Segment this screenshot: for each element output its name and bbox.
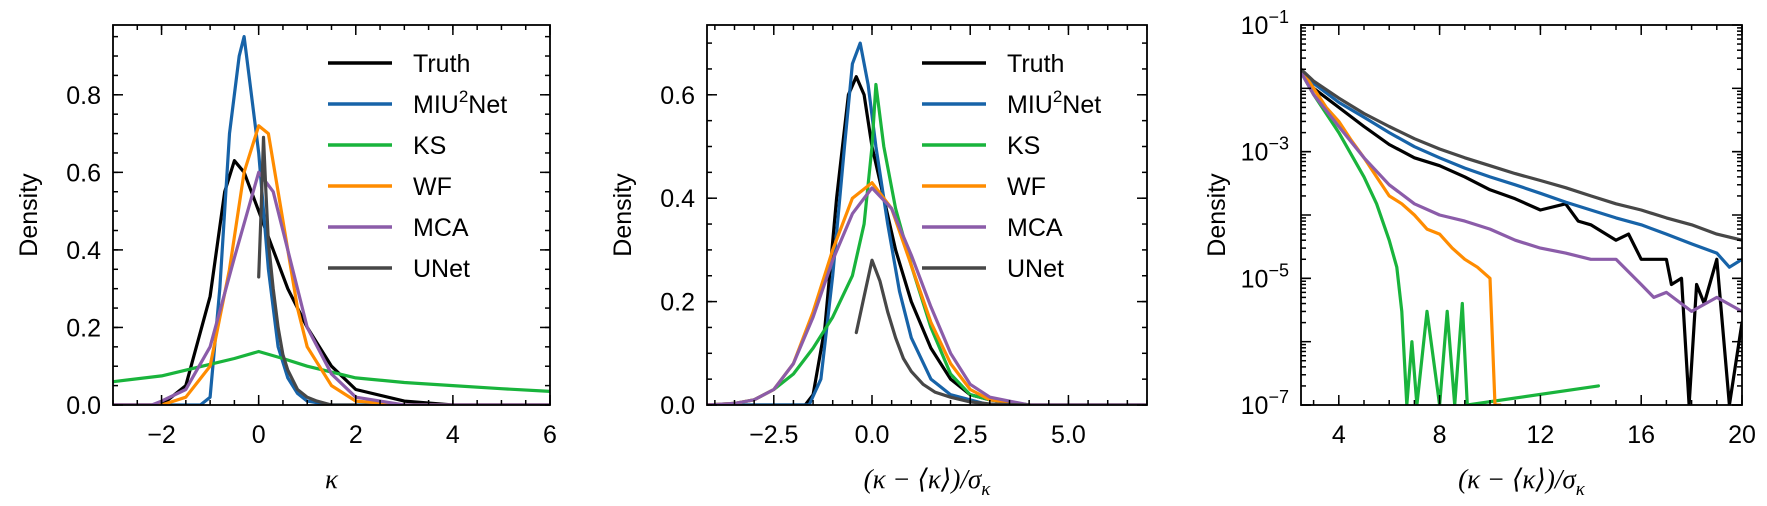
plot-frame bbox=[1300, 24, 1743, 406]
plot-frame bbox=[112, 24, 551, 406]
legend-label-miu2net: MIU2Net bbox=[413, 87, 507, 119]
x-tick-label: 4 bbox=[446, 421, 460, 449]
y-tick-label: 0.2 bbox=[66, 314, 101, 342]
series-line-mca bbox=[113, 170, 550, 405]
legend-label-mca: MCA bbox=[413, 214, 469, 242]
legend-label-miu2net: MIU2Net bbox=[1007, 87, 1101, 119]
x-tick-label: 0.0 bbox=[855, 421, 890, 449]
legend-label-truth: Truth bbox=[1007, 50, 1064, 78]
legend-label-wf: WF bbox=[1007, 173, 1046, 201]
series-line-mca bbox=[707, 186, 1147, 405]
legend-label-ks: KS bbox=[413, 132, 446, 160]
y-tick-label: 10−1 bbox=[1241, 7, 1289, 40]
series-line-wf bbox=[1301, 67, 1502, 405]
x-tick-label: 0 bbox=[252, 421, 266, 449]
series-line-miu2net bbox=[1301, 67, 1742, 269]
plot-frame bbox=[706, 24, 1148, 406]
legend-label-unet: UNet bbox=[413, 255, 470, 283]
series-line-unet bbox=[257, 135, 358, 405]
legend-label-ks: KS bbox=[1007, 132, 1040, 160]
series-line-ks bbox=[113, 349, 550, 393]
legend: Truth MIU2Net KS WF MCA UNet bbox=[922, 50, 1101, 283]
x-tick-label: 16 bbox=[1627, 421, 1655, 449]
series-line-ks bbox=[707, 82, 1147, 405]
y-tick-label: 10−7 bbox=[1241, 387, 1289, 420]
panel-kappa-density: −2 0 2 4 6 0.0 0.2 0.4 0.6 0.8 Density κ Truth MIU2Ne… bbox=[15, 24, 557, 494]
y-tick-label: 10−3 bbox=[1241, 134, 1289, 167]
series-group bbox=[1301, 67, 1742, 405]
x-tick-label: −2 bbox=[147, 421, 176, 449]
x-tick-label: 2 bbox=[349, 421, 363, 449]
series-line-ks bbox=[1301, 70, 1600, 405]
y-tick-label: 0.0 bbox=[660, 392, 695, 420]
series-group bbox=[707, 41, 1147, 405]
series-line-unet bbox=[854, 258, 1031, 405]
series-line-truth bbox=[113, 159, 550, 405]
series-line-mca bbox=[1301, 70, 1742, 313]
series-line-truth bbox=[707, 75, 1147, 405]
y-tick-label: 0.4 bbox=[66, 237, 101, 265]
x-tick-label: 2.5 bbox=[953, 421, 988, 449]
y-tick-label: 0.4 bbox=[660, 185, 695, 213]
y-tick-label: 0.6 bbox=[660, 82, 695, 110]
x-axis-title: (κ − ⟨κ⟩)/σκ bbox=[1458, 464, 1586, 500]
y-tick-label: 0.0 bbox=[66, 392, 101, 420]
x-tick-label: 5.0 bbox=[1051, 421, 1086, 449]
y-tick-label: 0.2 bbox=[660, 289, 695, 317]
legend-label-mca: MCA bbox=[1007, 214, 1063, 242]
x-tick-label: 20 bbox=[1728, 421, 1756, 449]
legend-label-unet: UNet bbox=[1007, 255, 1064, 283]
panel-normalized-log-density: 4 8 12 16 20 10−7 10−5 10−3 10−1 Density (κ − ⟨κ⟩)… bbox=[1203, 7, 1756, 500]
y-tick-label: 0.6 bbox=[66, 159, 101, 187]
series-line-unet bbox=[1301, 67, 1742, 242]
legend: Truth MIU2Net KS WF MCA UNet bbox=[328, 50, 507, 283]
legend-label-wf: WF bbox=[413, 173, 452, 201]
x-tick-label: 6 bbox=[543, 421, 557, 449]
series-line-wf bbox=[113, 124, 550, 405]
legend-label-truth: Truth bbox=[413, 50, 470, 78]
x-tick-label: 12 bbox=[1526, 421, 1554, 449]
series-line-truth bbox=[1301, 67, 1742, 405]
y-axis-title: Density bbox=[15, 173, 43, 257]
x-tick-label: −2.5 bbox=[749, 421, 798, 449]
y-tick-label: 10−5 bbox=[1241, 260, 1289, 293]
x-tick-label: 4 bbox=[1332, 421, 1346, 449]
y-axis-title: Density bbox=[609, 173, 637, 257]
x-axis-title: κ bbox=[325, 464, 339, 494]
x-tick-label: 8 bbox=[1433, 421, 1447, 449]
x-axis-title: (κ − ⟨κ⟩)/σκ bbox=[864, 464, 992, 500]
panel-normalized-density: −2.5 0.0 2.5 5.0 0.0 0.2 0.4 0.6 Density (κ − ⟨κ⟩… bbox=[609, 24, 1148, 500]
y-axis-title: Density bbox=[1203, 173, 1231, 257]
y-tick-label: 0.8 bbox=[66, 82, 101, 110]
series-group bbox=[113, 35, 550, 405]
